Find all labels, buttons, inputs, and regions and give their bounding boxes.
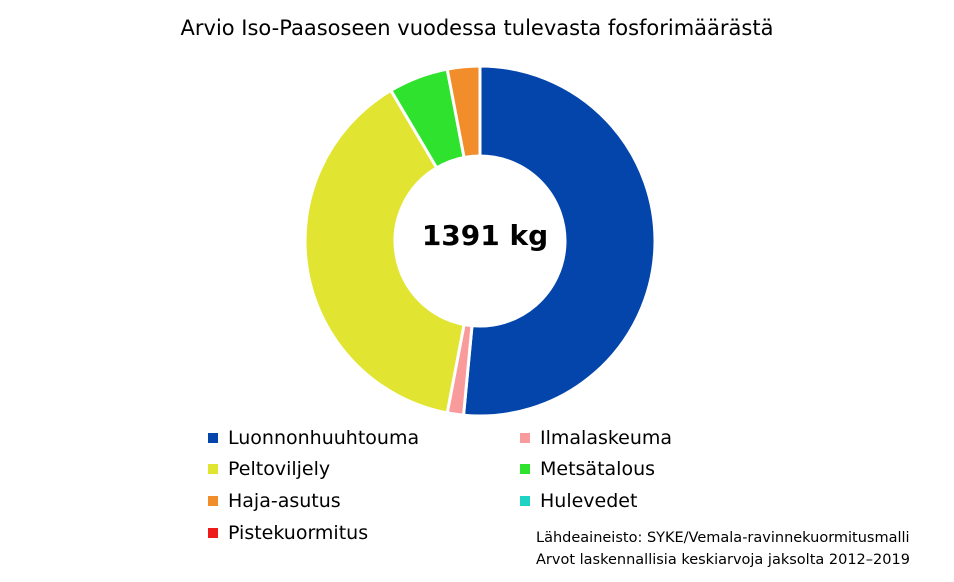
chart-title: Arvio Iso-Paasoseen vuodessa tulevasta f… — [180, 16, 774, 40]
slice-luonnonhuuhtouma — [461, 64, 657, 418]
total-amount-label: 1391 kg — [421, 219, 549, 252]
source-line-2: Arvot laskennallisia keskiarvoja jaksolt… — [536, 552, 910, 568]
source-line-1: Lähdeaineisto: SYKE/Vemala-ravinnekuormi… — [536, 530, 910, 546]
slice-peltoviljely — [303, 88, 466, 415]
source-note: Lähdeaineisto: SYKE/Vemala-ravinnekuormi… — [536, 527, 910, 571]
slice-haja-asutus — [445, 64, 482, 160]
